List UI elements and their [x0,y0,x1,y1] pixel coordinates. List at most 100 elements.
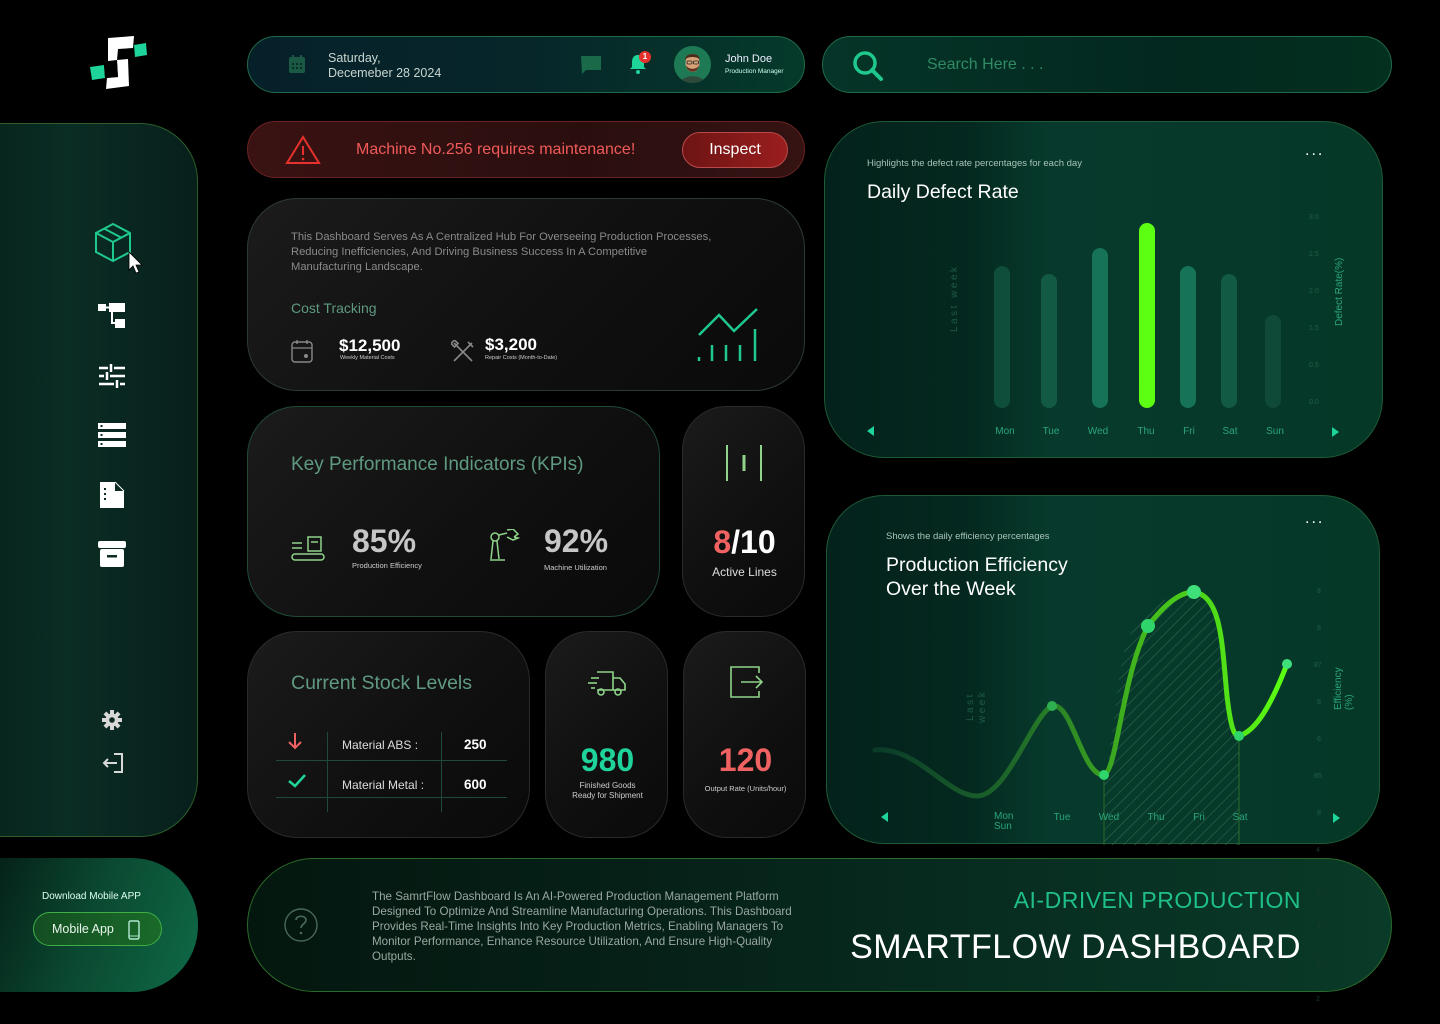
efficiency-card: Shows the daily efficiency percentages P… [826,495,1380,845]
bar-thu[interactable] [1139,223,1155,408]
inspect-button[interactable]: Inspect [682,132,788,168]
stock-row-label: Material ABS : [342,738,419,752]
logout-icon [102,753,123,773]
repair-cost-value: $3,200 [485,335,537,354]
avatar[interactable] [674,46,711,83]
output-rate-value: 120 [718,742,773,778]
chat-icon[interactable] [580,55,602,80]
overflow-tick: 4 [1316,847,1320,854]
data-point [1141,619,1155,633]
robot-arm-icon [489,528,523,568]
tools-icon [449,338,475,369]
data-point [1047,701,1057,711]
mobile-app-label: Download Mobile APP [42,891,141,902]
mobile-app-button[interactable]: Mobile App [33,912,162,946]
efficiency-chart-title: Production Efficiency Over the Week [886,553,1068,601]
sliders-icon [99,364,125,388]
data-point [1099,770,1109,780]
y-axis-label: Efficiency (%) [1333,667,1355,710]
next-week-arrow[interactable] [1332,427,1339,437]
notification-badge: 1 [639,51,651,63]
production-efficiency-label: Production Efficiency [352,561,422,570]
sidebar-item-lists[interactable] [98,423,126,452]
x-label: Thu [1137,426,1155,437]
defect-rate-card: Highlights the defect rate percentages f… [824,121,1383,458]
x-label: Mon [995,426,1015,437]
date-day: Saturday, [328,51,381,65]
stock-row-value: 600 [464,777,487,792]
stock-row-label: Material Metal : [342,778,425,792]
phone-icon [128,920,140,940]
sidebar-item-archive[interactable] [98,540,126,573]
server-list-icon [98,423,126,447]
bar-fri[interactable] [1180,266,1196,408]
x-label: Tue [1053,812,1071,823]
export-icon [729,665,764,704]
production-lines-icon [724,445,764,486]
x-label: Sat [1222,426,1238,437]
cube-icon [95,222,143,274]
sidebar [0,123,198,837]
active-lines-value: 8/10 [683,524,806,561]
data-point [1234,731,1244,741]
search-bar [822,36,1392,93]
overview-text: This Dashboard Serves As A Centralized H… [291,231,712,273]
x-label: Wed [1098,812,1120,823]
alert-message: Machine No.256 requires maintenance! [356,141,636,158]
finished-goods-label-line2: Ready for Shipment [572,791,643,800]
efficiency-title-line1: Production Efficiency [886,554,1068,576]
weekly-material-cost-label: Weekly Material Costs [340,355,395,361]
user-name: John Doe [725,53,773,65]
bar-tue[interactable] [1041,274,1057,408]
defect-chart-title: Daily Defect Rate [867,181,1019,203]
sidebar-item-settings[interactable] [102,710,122,735]
archive-icon [98,541,126,567]
hierarchy-icon [98,303,125,328]
x-label: Fri [1183,426,1195,437]
efficiency-chart-subtitle: Shows the daily efficiency percentages [886,531,1050,542]
x-label: Fri [1193,812,1205,823]
bar-sun[interactable] [1265,315,1281,408]
bar-wed[interactable] [1092,248,1108,408]
active-lines-label: Active Lines [712,565,777,579]
bar-mon[interactable] [994,266,1010,408]
sidebar-item-inventory[interactable] [94,222,146,279]
x-label: Tue [1042,426,1060,437]
arrow-down-icon [288,732,302,755]
active-lines-count: 8 [713,524,732,560]
more-options-button[interactable]: ... [1305,510,1325,527]
data-point [1282,659,1292,669]
help-icon[interactable] [283,907,319,948]
prev-week-arrow[interactable] [867,426,874,436]
more-options-button[interactable]: ... [1305,142,1325,159]
kpi-title: Key Performance Indicators (KPIs) [291,454,584,475]
efficiency-title-line2: Over the Week [886,578,1016,600]
repair-cost-label: Repair Costs (Month-to-Date) [485,355,558,361]
kpi-card: Key Performance Indicators (KPIs) 85% Pr… [247,406,660,617]
next-week-arrow[interactable] [1333,813,1340,823]
user-role: Production Manager [725,68,784,75]
sidebar-item-workflow[interactable] [98,303,126,334]
gear-icon [102,710,122,730]
stock-levels-card: Current Stock Levels Material ABS : 250 … [247,631,530,838]
document-icon [100,481,125,508]
sidebar-item-controls[interactable] [98,363,126,394]
mobile-app-button-label: Mobile App [52,922,114,936]
bar-sat[interactable] [1221,274,1237,408]
search-input[interactable] [927,53,1347,77]
prev-week-arrow[interactable] [881,812,888,822]
data-point [1187,585,1201,599]
trend-chart-icon [697,307,759,368]
sidebar-item-documents[interactable] [98,481,126,514]
efficiency-line-chart [872,585,1292,845]
x-label: Sun [1266,426,1284,437]
overflow-tick: 2 [1316,996,1320,1003]
search-icon[interactable] [851,49,885,88]
sidebar-item-logout[interactable] [102,753,124,778]
x-label: Wed [1087,426,1109,437]
stock-levels-title: Current Stock Levels [291,672,472,694]
cursor-icon [128,251,143,274]
smartflow-logo[interactable] [86,34,150,92]
cost-tracking-title: Cost Tracking [291,300,377,316]
check-icon [288,774,306,793]
